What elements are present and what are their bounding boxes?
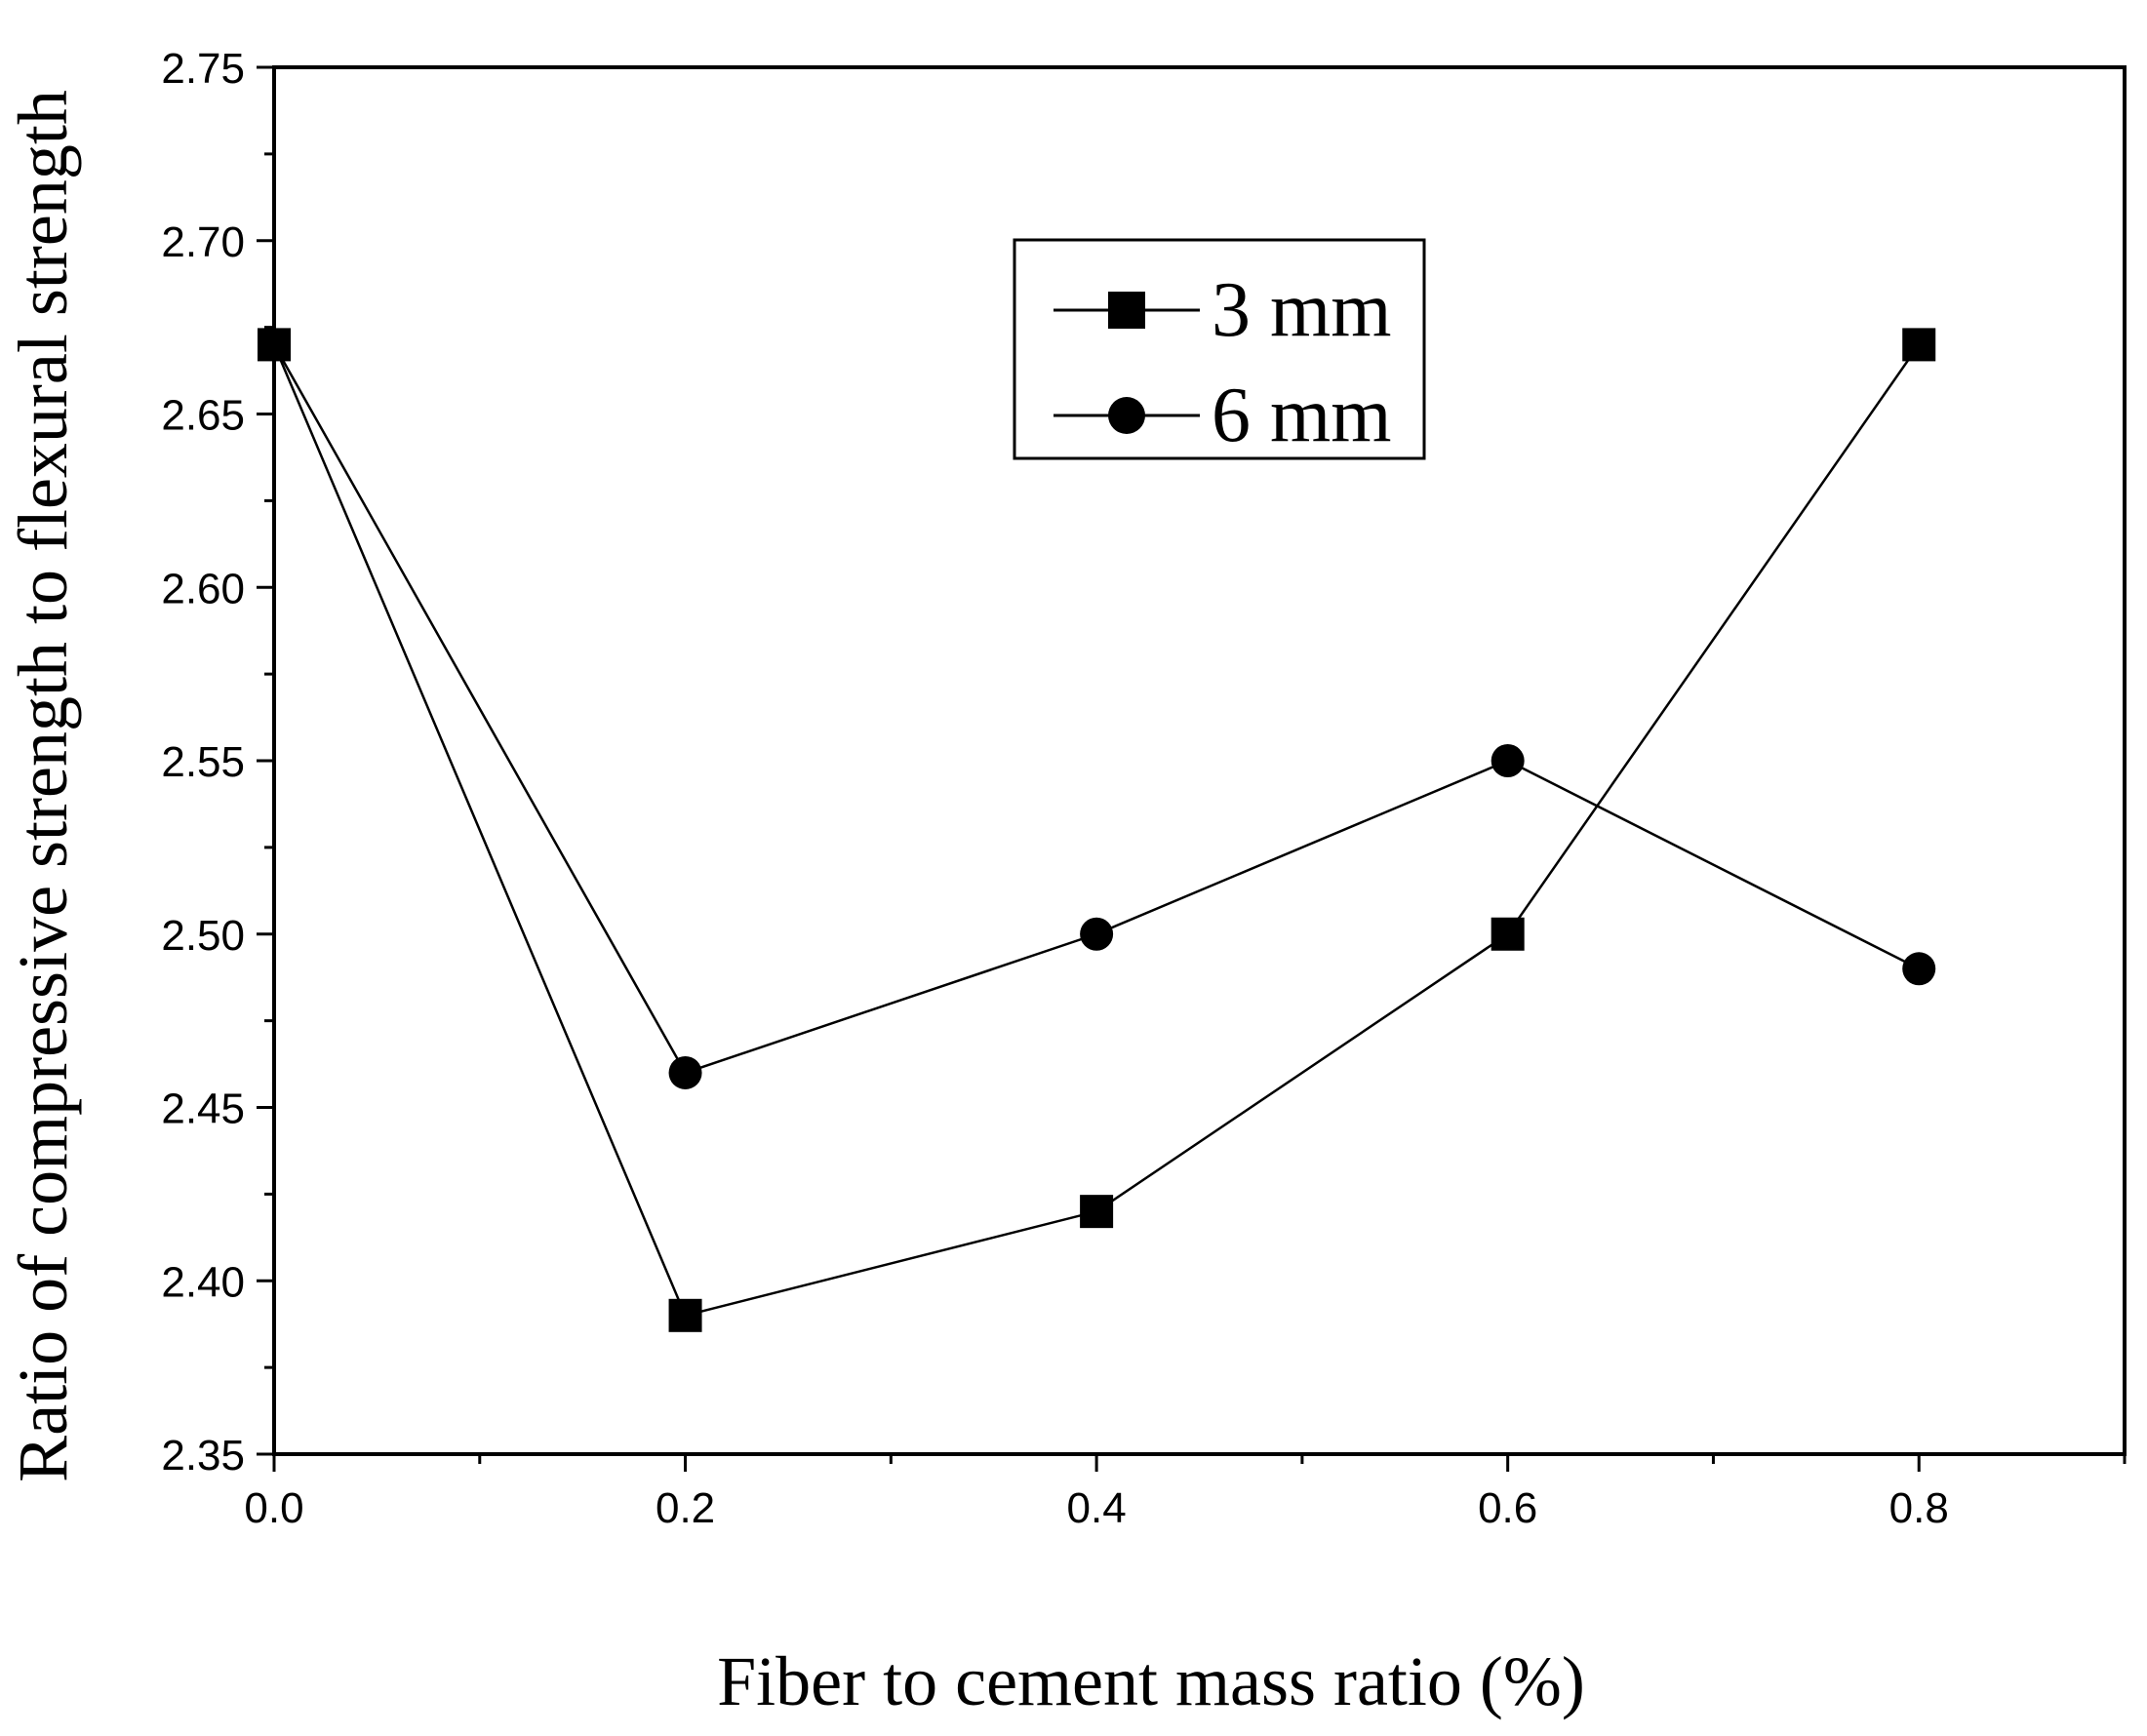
x-axis-title: Fiber to cement mass ratio (%) — [717, 1642, 1585, 1720]
data-point-circle — [1902, 952, 1936, 986]
legend-marker-square — [1108, 292, 1145, 329]
y-tick-label: 2.50 — [161, 912, 245, 960]
x-tick-label: 0.2 — [656, 1484, 715, 1532]
y-tick-label: 2.55 — [161, 738, 245, 786]
data-point-circle — [1080, 917, 1114, 951]
legend-marker-circle — [1108, 397, 1145, 434]
y-tick-label: 2.75 — [161, 45, 245, 93]
x-axis-tick-labels: 0.0 0.2 0.4 0.6 0.8 — [244, 1484, 1948, 1532]
data-point-square — [1902, 328, 1936, 362]
x-tick-label: 0.6 — [1478, 1484, 1537, 1532]
data-point-circle — [1491, 744, 1525, 777]
y-tick-label: 2.35 — [161, 1432, 245, 1480]
y-tick-label: 2.65 — [161, 392, 245, 440]
y-tick-label: 2.40 — [161, 1258, 245, 1306]
data-point-circle — [258, 328, 291, 362]
data-point-square — [1080, 1195, 1114, 1229]
legend-label-3mm: 3 mm — [1212, 267, 1391, 353]
data-point-circle — [668, 1055, 702, 1089]
data-point-square — [668, 1298, 702, 1332]
series-layer — [258, 328, 1936, 1332]
x-tick-label: 0.4 — [1067, 1484, 1127, 1532]
y-tick-label: 2.60 — [161, 565, 245, 612]
y-tick-label: 2.70 — [161, 218, 245, 266]
legend-label-6mm: 6 mm — [1212, 373, 1391, 458]
y-axis-tick-labels: 2.35 2.40 2.45 2.50 2.55 2.60 2.65 2.70 2.75 — [161, 45, 245, 1480]
series-line-0 — [272, 343, 1921, 1318]
y-tick-label: 2.45 — [161, 1085, 245, 1133]
x-tick-label: 0.0 — [244, 1484, 303, 1532]
data-point-square — [1491, 917, 1525, 951]
legend: 3 mm 6 mm — [1013, 238, 1426, 460]
legend-box — [1013, 238, 1426, 460]
x-tick-label: 0.8 — [1889, 1484, 1949, 1532]
y-axis-title: Ratio of compressive strength to flexura… — [4, 90, 82, 1482]
plot-area-frame — [272, 65, 2127, 1456]
